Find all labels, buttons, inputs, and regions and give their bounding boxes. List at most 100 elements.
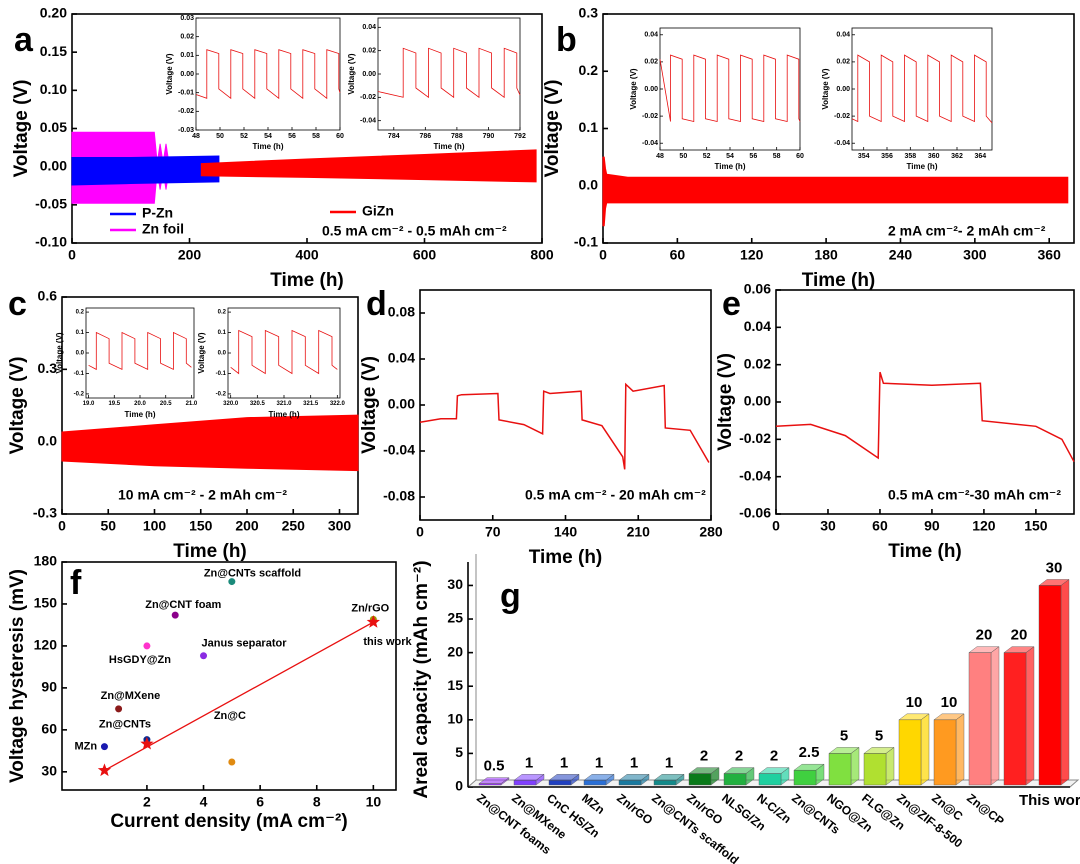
bar-top	[478, 777, 510, 784]
y-tick-label: 90	[41, 679, 57, 695]
y-tick-label: 0.10	[40, 81, 67, 97]
y-tick-label: 0.15	[40, 43, 67, 59]
value-label: 20	[976, 627, 993, 644]
point-label: Zn@CNTs scaffold	[204, 567, 301, 579]
bar	[863, 753, 887, 786]
bar	[758, 773, 782, 786]
x-axis-title: Time (h)	[269, 410, 300, 419]
legend-label: Zn foil	[142, 221, 184, 237]
x-axis-title: Time (h)	[888, 541, 962, 562]
value-label: 10	[941, 694, 958, 711]
point-marker	[227, 577, 236, 586]
value-label: 2	[770, 748, 778, 765]
bar-top	[618, 774, 650, 781]
voltage-line	[419, 382, 710, 470]
y-tick-label: 150	[34, 595, 58, 611]
x-tick-label: 300	[963, 246, 987, 262]
y-tick-label: -0.1	[216, 371, 227, 377]
x-tick-label: 280	[699, 523, 723, 539]
plot-frame	[377, 17, 521, 131]
bar	[828, 753, 852, 786]
y-axis-title: Voltage (V)	[715, 353, 736, 451]
bar	[968, 652, 992, 786]
voltage-line	[230, 329, 338, 375]
y-axis-title: Areal capacity (mAh cm⁻²)	[411, 560, 432, 798]
bar	[548, 780, 572, 786]
voltage-band	[61, 414, 359, 472]
x-tick-label: 0	[68, 246, 76, 262]
y-tick-label: 0.00	[180, 71, 194, 78]
y-tick-label: 0.0	[38, 432, 58, 448]
value-label: 2.5	[799, 744, 820, 761]
bar-side	[955, 713, 965, 786]
y-tick-label: -0.02	[642, 113, 658, 120]
plot-frame	[61, 561, 397, 791]
bar-side	[1025, 646, 1035, 786]
x-tick-label: 321.5	[303, 401, 319, 407]
point-label: Zn/rGO	[351, 602, 389, 614]
x-tick-label: 358	[904, 153, 916, 160]
x-tick-label: 21.0	[186, 401, 198, 407]
value-label: 1	[630, 754, 638, 771]
panel-letter: b	[556, 21, 577, 59]
y-tick-label: -0.02	[834, 113, 850, 120]
value-label: 20	[1011, 627, 1028, 644]
value-label: 5	[875, 727, 883, 744]
y-tick-label: 0.01	[180, 52, 194, 59]
y-tick-label: 0.04	[744, 318, 771, 334]
y-tick-label: -0.05	[35, 196, 67, 212]
y-axis-title: Voltage (V)	[197, 332, 206, 374]
y-tick-label: -0.04	[383, 442, 415, 458]
value-label: 0.5	[484, 758, 505, 775]
y-tick-label: -0.02	[178, 108, 194, 115]
star-marker	[366, 615, 380, 628]
x-tick-label: 60	[796, 153, 804, 160]
plot-frame	[227, 307, 341, 399]
bar	[583, 780, 607, 786]
plot-frame	[195, 17, 341, 131]
x-tick-label: 362	[951, 153, 963, 160]
plot-frame	[775, 289, 1075, 515]
y-tick-label: 0.02	[362, 48, 376, 55]
bar	[688, 773, 712, 786]
x-tick-label: 150	[189, 517, 213, 533]
bar-top	[968, 646, 1000, 653]
x-axis-title: Time (h)	[907, 162, 938, 171]
x-tick-label: 60	[336, 133, 344, 140]
panel-letter: e	[722, 285, 741, 323]
x-tick-label: 6	[256, 793, 264, 809]
x-tick-label: 0	[58, 517, 66, 533]
point-label: Zn@C	[214, 710, 246, 722]
x-tick-label: 52	[240, 133, 248, 140]
x-tick-label: 120	[740, 246, 764, 262]
value-label: 10	[906, 694, 923, 711]
y-tick-label: -0.04	[642, 140, 658, 147]
bar	[653, 780, 677, 786]
y-tick-label: 180	[34, 553, 58, 569]
voltage-line	[775, 371, 1075, 463]
x-tick-label: 788	[451, 133, 463, 140]
bar	[478, 783, 502, 786]
y-tick-label: -0.01	[178, 90, 194, 97]
x-tick-label: 180	[814, 246, 838, 262]
panel-letter: g	[500, 577, 521, 615]
x-tick-label: 784	[388, 133, 400, 140]
bar	[723, 773, 747, 786]
y-tick-label: 5	[455, 744, 463, 760]
y-tick-label: 120	[34, 637, 58, 653]
value-label: 1	[665, 754, 673, 771]
bar-side	[850, 747, 860, 786]
bar-side	[990, 646, 1000, 786]
x-tick-label: 2	[143, 793, 151, 809]
x-tick-label: 60	[670, 246, 686, 262]
y-tick-label: 20	[447, 643, 463, 659]
star-marker	[140, 736, 154, 750]
y-tick-label: 0.3	[579, 5, 599, 21]
x-tick-label: 50	[679, 153, 687, 160]
bar-top	[863, 747, 895, 754]
y-tick-label: 0.08	[388, 304, 415, 320]
y-tick-label: 0.00	[362, 71, 376, 78]
point-label: Zn@CNTs	[99, 719, 151, 731]
y-tick-label: 0.00	[388, 396, 415, 412]
bar	[898, 719, 922, 786]
